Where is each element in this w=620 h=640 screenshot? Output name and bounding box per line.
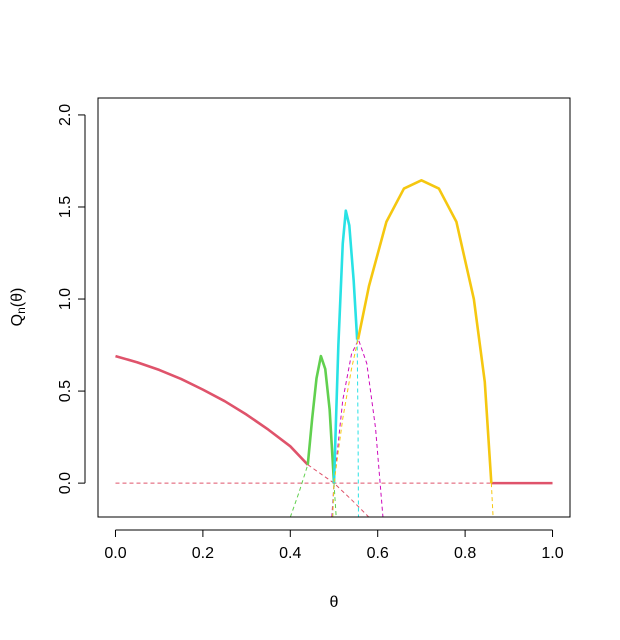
- y-axis-label: Qn(θ): [9, 288, 28, 327]
- x-axis-label: θ: [330, 594, 339, 611]
- x-tick-label: 0.2: [192, 545, 214, 562]
- solid-curve: [306, 354, 336, 484]
- plot-area: [115, 178, 553, 517]
- y-tick-label: 0.5: [57, 380, 74, 402]
- x-tick-label: 0.0: [104, 545, 126, 562]
- solid-curve: [115, 354, 309, 466]
- plot-box: [97, 97, 571, 518]
- y-label-rest: (θ): [9, 288, 26, 308]
- y-tick-label: 0.0: [57, 472, 74, 494]
- dashed-curve: [331, 339, 384, 517]
- dashed-curve: [333, 483, 337, 517]
- solid-curve: [356, 178, 493, 484]
- y-tick-label: 1.0: [57, 288, 74, 310]
- solid-curve: [332, 209, 359, 484]
- dashed-curve: [289, 464, 309, 517]
- dashed-curve: [307, 464, 370, 517]
- y-label-sub: n: [14, 307, 28, 314]
- y-label-main: Q: [9, 314, 26, 326]
- x-tick-label: 1.0: [541, 545, 563, 562]
- x-tick-label: 0.4: [279, 545, 301, 562]
- x-tick-label: 0.8: [454, 545, 476, 562]
- y-tick-label: 1.5: [57, 196, 74, 218]
- y-tick-label: 2.0: [57, 104, 74, 126]
- dashed-curve: [332, 339, 359, 517]
- x-tick-label: 0.6: [367, 545, 389, 562]
- dashed-curve: [490, 483, 494, 517]
- dashed-curve: [356, 339, 359, 517]
